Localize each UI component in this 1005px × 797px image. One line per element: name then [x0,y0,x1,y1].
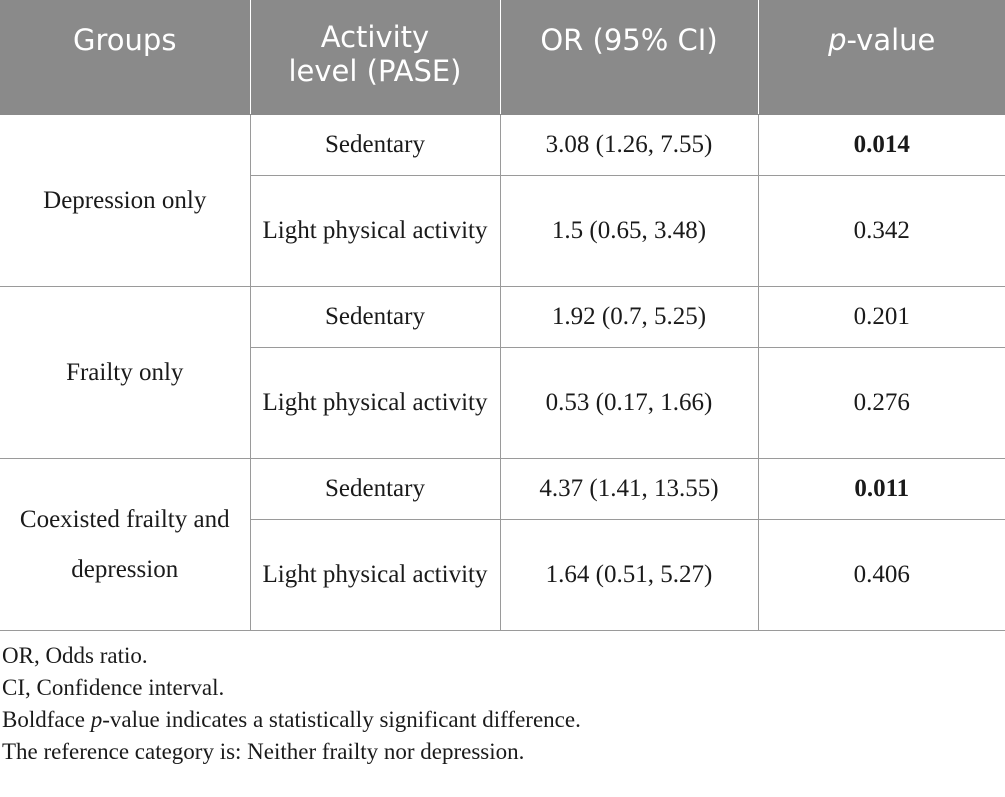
p-value-cell: 0.342 [757,175,1005,287]
results-table-container: Groups Activity level (PASE) OR (95% CI) … [0,0,1005,631]
header-groups: Groups [0,0,250,115]
group-name-cell: Frailty only [0,286,251,459]
footnote-reference: The reference category is: Neither frail… [2,739,525,764]
footnote-boldface: Boldface p-value indicates a statistical… [2,704,1002,736]
header-activity-line2: level (PASE) [288,54,462,88]
activity-cell: Light physical activity [250,347,501,459]
footnote-or: OR, Odds ratio. [2,643,148,668]
footnote-boldface-pre: Boldface [2,707,91,732]
odds-ratio-table: Groups Activity level (PASE) OR (95% CI) … [0,0,1005,631]
table-row: Depression only Sedentary 3.08 (1.26, 7.… [0,114,1005,287]
or-ci-cell: 3.08 (1.26, 7.55) [499,114,759,176]
p-value-cell: 0.276 [757,347,1005,459]
header-p-value: p-value [757,0,1005,115]
or-ci-cell: 1.5 (0.65, 3.48) [499,175,759,287]
header-p-italic: p [828,23,847,57]
footnote-ci: CI, Confidence interval. [2,675,225,700]
p-value-cell: 0.201 [757,286,1005,348]
table-row: Frailty only Sedentary 1.92 (0.7, 5.25) … [0,286,1005,459]
group-name-cell: Coexisted frailty and depression [0,458,251,631]
footnote-boldface-p: p [90,707,103,732]
header-activity-line1: Activity [320,20,430,54]
activity-cell: Sedentary [249,458,501,520]
table-footnotes: OR, Odds ratio. CI, Confidence interval.… [2,640,1002,768]
p-value-cell: 0.011 [757,458,1005,520]
table-row: Coexisted frailty and depression Sedenta… [0,458,1005,631]
activity-cell: Sedentary [249,114,501,176]
activity-cell: Sedentary [249,286,501,348]
table-row: Light physical activity 1.5 (0.65, 3.48)… [0,175,1005,287]
p-value-cell: 0.406 [757,519,1005,631]
header-p-rest: -value [846,23,936,57]
table-row: Light physical activity 0.53 (0.17, 1.66… [0,347,1005,459]
footnote-boldface-post: -value indicates a statistically signifi… [102,707,581,732]
table-row: Light physical activity 1.64 (0.51, 5.27… [0,519,1005,631]
or-ci-cell: 1.92 (0.7, 5.25) [499,286,759,348]
or-ci-cell: 1.64 (0.51, 5.27) [499,519,759,631]
header-activity-level: Activity level (PASE) [249,0,500,115]
activity-cell: Light physical activity [250,175,501,287]
or-ci-cell: 4.37 (1.41, 13.55) [499,458,759,520]
or-ci-cell: 0.53 (0.17, 1.66) [499,347,759,459]
table-header-row: Groups Activity level (PASE) OR (95% CI) … [0,0,1005,115]
header-or-ci: OR (95% CI) [499,0,758,115]
p-value-cell: 0.014 [757,114,1005,176]
activity-cell: Light physical activity [250,519,501,631]
group-name-cell: Depression only [0,114,251,287]
